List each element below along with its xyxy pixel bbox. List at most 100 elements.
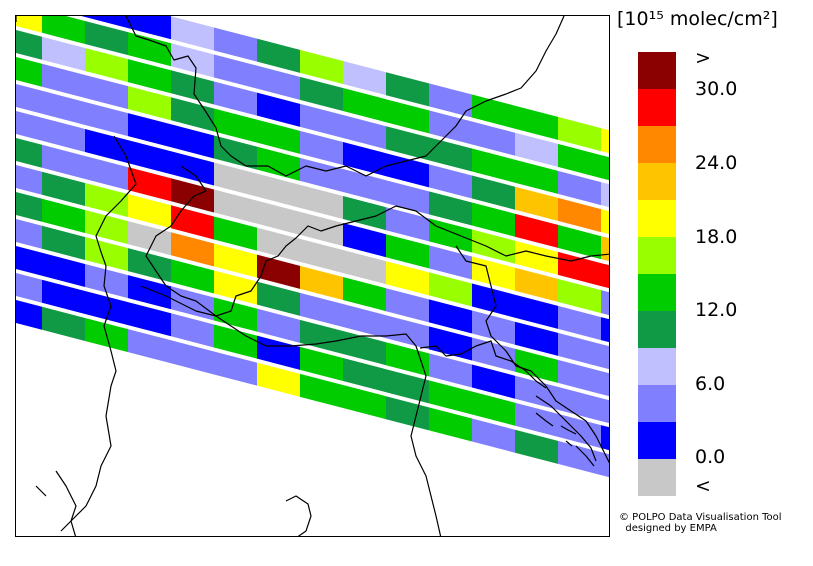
swath-pixel (343, 250, 386, 285)
swath-pixel (515, 294, 558, 329)
swath-pixel (42, 225, 85, 260)
swath-pixel (429, 299, 472, 334)
swath-pixel (85, 101, 128, 137)
swath-pixel (601, 452, 609, 478)
coastline (535, 395, 597, 462)
legend-tick-label: 6.0 (695, 373, 726, 395)
swath-pixel (16, 273, 42, 303)
swath-pixel (16, 245, 42, 276)
credit-line-1: © POLPO Data Visualisation Tool (619, 512, 782, 523)
swath-pixel (128, 59, 171, 94)
swath-pixel (472, 175, 515, 210)
swath-pixel (343, 88, 386, 123)
swath-pixel (171, 70, 214, 105)
swath-pixel (386, 72, 429, 107)
swath-pixel (16, 84, 42, 114)
swath-pixel (343, 61, 386, 96)
tropospheric-column-map (16, 16, 609, 536)
swath-pixel (558, 305, 601, 341)
swath-pixel (601, 128, 609, 154)
swath-pixel (515, 132, 558, 167)
swath-pixel (42, 144, 85, 179)
swath-pixel (42, 279, 85, 314)
swath-pixel (601, 344, 609, 370)
swath-pixel (558, 143, 601, 179)
swath-pixel (214, 216, 257, 251)
swath-pixel (300, 346, 343, 382)
swath-pixel (601, 209, 609, 235)
credit-text: © POLPO Data Visualisation Tool designed… (619, 512, 782, 534)
swath-pixel (128, 194, 171, 229)
island (560, 425, 577, 435)
legend-swatch (638, 422, 676, 459)
swath-pixel (42, 36, 85, 71)
swath-pixel (429, 164, 472, 199)
swath-pixel (472, 121, 515, 156)
swath-pixel (601, 263, 609, 289)
swath-pixel (85, 182, 128, 218)
swath-pixel (42, 252, 85, 287)
swath-pixel (171, 43, 214, 78)
coastline (55, 470, 77, 532)
swath-pixel (386, 207, 429, 242)
swath-pixel (601, 398, 609, 424)
swath-pixel (214, 135, 257, 170)
swath-pixel (558, 116, 601, 152)
swath-pixel (515, 321, 558, 356)
swath-pixel (343, 304, 386, 339)
swath-pixel (16, 111, 42, 141)
swath-pixel (128, 248, 171, 283)
legend-over-label: > (695, 47, 711, 69)
swath-pixel (558, 278, 601, 314)
legend-tick-label: 18.0 (695, 226, 738, 248)
swath-pixel (16, 30, 42, 60)
swath-pixel (214, 324, 257, 359)
swath-pixel (300, 211, 343, 247)
swath-pixel (214, 81, 257, 116)
swath-pixel (343, 223, 386, 258)
swath-pixel (128, 140, 171, 175)
swath-pixel (257, 173, 300, 208)
swath-pixel (257, 38, 300, 73)
swath-pixel (85, 128, 128, 164)
swath-pixel (171, 340, 214, 375)
swath-pixel (214, 54, 257, 89)
swath-pixel (472, 391, 515, 426)
swath-pixel (85, 20, 128, 56)
swath-pixel (601, 182, 609, 208)
swath-pixel (257, 200, 300, 235)
swath-pixel (171, 313, 214, 348)
swath-pixel (343, 115, 386, 150)
swath-pixel (558, 386, 601, 422)
swath-pixel (300, 292, 343, 328)
swath-pixel (386, 315, 429, 350)
swath-pixel (171, 232, 214, 267)
swath-pixel (472, 418, 515, 453)
swath-pixel (515, 402, 558, 437)
swath-pixel (386, 99, 429, 134)
swath-pixel (343, 358, 386, 393)
swath-pixel (429, 353, 472, 388)
country-border (145, 165, 609, 317)
swath-pixel (257, 308, 300, 343)
swath-pixel (128, 32, 171, 67)
swath-pixel (515, 375, 558, 410)
legend-swatch (638, 163, 676, 200)
swath-pixel (300, 103, 343, 139)
country-border (455, 245, 609, 464)
satellite-swath-pixels (16, 16, 609, 478)
swath-pixel (214, 270, 257, 305)
swath-pixel (42, 16, 85, 44)
swath-pixel (558, 440, 601, 476)
swath-pixel (81, 16, 85, 17)
swath-pixel (214, 27, 257, 62)
island-sardinia (285, 495, 312, 536)
swath-pixel (515, 429, 558, 464)
swath-pixel (343, 331, 386, 366)
swath-pixel (42, 117, 85, 152)
swath-pixel (472, 283, 515, 318)
swath-pixel (429, 272, 472, 307)
legend-under-label: < (695, 475, 711, 497)
country-border (125, 16, 565, 177)
swath-pixel (558, 359, 601, 395)
